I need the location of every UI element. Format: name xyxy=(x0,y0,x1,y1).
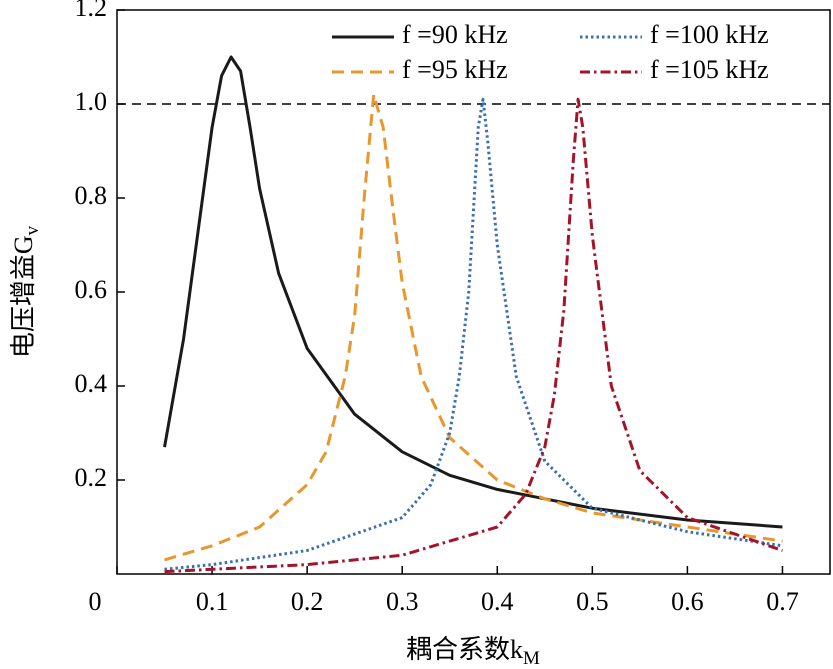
x-tick-label: 0.1 xyxy=(196,587,229,616)
series-line xyxy=(164,93,783,562)
x-label-main: 耦合系数k xyxy=(406,635,523,664)
x-tick-label: 0.2 xyxy=(291,587,324,616)
x-tick-label: 0.4 xyxy=(481,587,514,616)
legend-label: f =100 kHz xyxy=(650,20,769,49)
plot-frame xyxy=(116,9,831,575)
x-tick-label: 0.5 xyxy=(576,587,609,616)
y-label-main: 电压增益G xyxy=(9,235,38,358)
legend-label: f =95 kHz xyxy=(402,55,508,84)
y-tick-label: 0.8 xyxy=(75,181,108,210)
x-tick-label: 0.7 xyxy=(766,587,799,616)
legend-label: f =90 kHz xyxy=(402,20,508,49)
y-tick-label: 0.6 xyxy=(75,275,108,304)
y-tick-label: 0.4 xyxy=(75,369,108,398)
series-line xyxy=(164,97,783,571)
x-tick-label: 0.3 xyxy=(386,587,419,616)
series-line xyxy=(164,97,783,574)
series-line xyxy=(163,55,783,529)
y-axis-label: 电压增益Gv xyxy=(9,225,43,358)
y-tick-label: 1.0 xyxy=(75,87,108,116)
x-tick-label: 0 xyxy=(89,587,102,616)
y-tick-label: 0.2 xyxy=(75,463,108,492)
x-axis-label: 耦合系数kM xyxy=(406,635,540,669)
legend-label: f =105 kHz xyxy=(650,55,769,84)
y-label-sub: v xyxy=(22,225,43,235)
y-tick-label: 1.2 xyxy=(75,0,108,22)
x-tick-label: 0.6 xyxy=(671,587,704,616)
x-label-sub: M xyxy=(523,648,540,669)
